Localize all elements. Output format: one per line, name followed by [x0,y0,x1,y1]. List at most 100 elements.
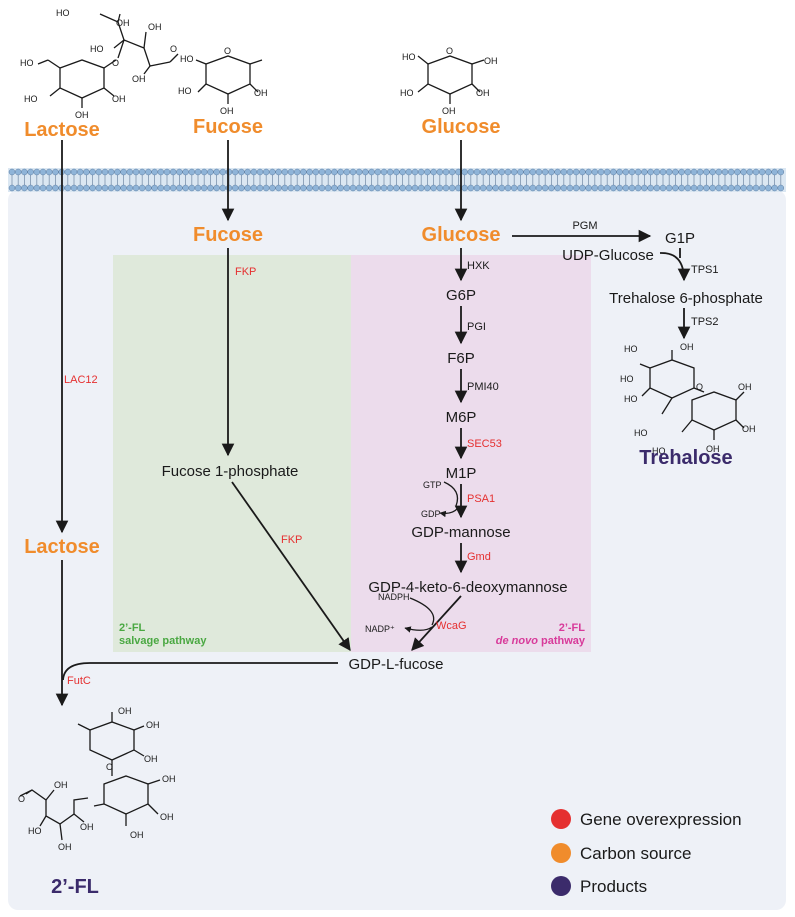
legend-products-dot [551,876,571,896]
udp-glucose-to-t6p-arrow [659,252,691,282]
svg-text:OH: OH [148,22,162,32]
svg-text:OH: OH [476,88,490,98]
svg-text:OH: OH [146,720,160,730]
cell-membrane [8,168,786,192]
de-novo-pathway-box [351,255,591,652]
lactose-structure: HO OH HO OH OH O HO O HO OH OH [20,8,179,120]
svg-text:OH: OH [220,106,234,116]
svg-text:OH: OH [112,94,126,104]
f1p-to-gdp-fucose-arrow [231,481,351,652]
svg-text:O: O [446,46,453,56]
trehalose-structure: HO OH HO HO HO O OH OH OH HO [620,342,756,456]
fkp-top-label: FKP [235,266,256,278]
svg-text:OH: OH [75,110,89,120]
salvage-pathway-title: 2’-FL [119,622,146,634]
svg-text:OH: OH [254,88,268,98]
tps1-label: TPS1 [691,264,719,276]
svg-text:HO: HO [20,58,34,68]
svg-text:OH: OH [442,106,456,116]
glucose-structure: HO O OH HO OH OH [400,46,498,116]
svg-text:OH: OH [706,444,720,454]
svg-text:OH: OH [484,56,498,66]
sec53-label: SEC53 [467,438,502,450]
psa1-label: PSA1 [467,493,495,505]
nadph-curve [409,597,435,626]
svg-text:OH: OH [144,754,158,764]
tps2-label: TPS2 [691,316,719,328]
svg-text:O: O [696,382,703,392]
legend-carbon-source-label: Carbon source [580,844,692,863]
fucose-inside-label: Fucose [193,224,263,246]
salvage-pathway-subtitle: salvage pathway [119,635,207,647]
t6p-label: Trehalose 6-phosphate [609,290,763,307]
futc-label: FutC [67,675,91,687]
fkp-bottom-label: FKP [281,534,302,546]
svg-text:O: O [106,762,113,772]
wcag-label: WcaG [436,620,467,632]
svg-text:OH: OH [738,382,752,392]
gdp-curve [439,507,459,518]
fucose-structure: HO O HO OH OH [178,46,268,116]
glucose-inside-label: Glucose [422,224,501,246]
svg-text:OH: OH [54,780,68,790]
two-fl-label: 2’-FL [51,876,99,898]
trehalose-label: Trehalose [639,447,732,469]
gdp-label: GDP [421,509,441,519]
svg-text:HO: HO [400,88,414,98]
svg-text:OH: OH [118,706,132,716]
nadph-label: NADPH [378,592,410,602]
svg-text:HO: HO [178,86,192,96]
svg-text:HO: HO [402,52,416,62]
salvage-pathway-box [113,255,351,652]
nadp-curve [404,626,433,633]
svg-text:HO: HO [620,374,634,384]
svg-text:O: O [170,44,177,54]
gtp-label: GTP [423,480,442,490]
gtp-curve [443,481,459,507]
fucose-1p-label: Fucose 1-phosphate [162,463,299,480]
svg-text:HO: HO [28,826,42,836]
svg-text:HO: HO [90,44,104,54]
legend-gene-overexpression-label: Gene overexpression [580,810,742,829]
svg-text:OH: OH [116,18,130,28]
hxk-label: HXK [467,260,490,272]
two-fl-structure: OH OH OH O OH OH OH O OH HO OH OH [18,706,176,852]
gdp-fucose-to-2fl-connector [62,662,338,681]
glucose-outside-label: Glucose [422,116,501,138]
svg-text:HO: HO [56,8,70,18]
gdp-keto-label: GDP-4-keto-6-deoxymannose [368,579,567,596]
denovo-pathway-title: 2’-FL [559,622,586,634]
lactose-inside-label: Lactose [24,536,100,558]
svg-text:O: O [112,58,119,68]
pgi-label: PGI [467,321,486,333]
lac12-label: LAC12 [64,374,98,386]
svg-text:O: O [224,46,231,56]
fucose-outside-label: Fucose [193,116,263,138]
svg-text:HO: HO [180,54,194,64]
nadp-label: NADP⁺ [365,624,395,634]
svg-text:HO: HO [652,446,666,456]
svg-text:OH: OH [80,822,94,832]
svg-text:OH: OH [160,812,174,822]
lactose-outside-label: Lactose [24,119,100,141]
pmi40-label: PMI40 [467,381,499,393]
svg-text:OH: OH [130,830,144,840]
f6p-label: F6P [447,350,475,367]
svg-text:OH: OH [680,342,694,352]
legend-carbon-source-dot [551,843,571,863]
legend-products-label: Products [580,877,647,896]
denovo-pathway-subtitle: de novo pathway [496,635,586,647]
svg-text:OH: OH [58,842,72,852]
m1p-label: M1P [446,465,477,482]
gdp-fucose-label: GDP-L-fucose [348,656,443,673]
gdp-mannose-label: GDP-mannose [411,524,510,541]
svg-text:OH: OH [162,774,176,784]
svg-text:HO: HO [24,94,38,104]
keto-to-gdp-fucose-arrow [411,595,462,651]
g1p-label: G1P [665,230,695,247]
legend: Gene overexpression Carbon source Produc… [551,809,742,896]
legend-gene-overexpression-dot [551,809,571,829]
g6p-label: G6P [446,287,476,304]
